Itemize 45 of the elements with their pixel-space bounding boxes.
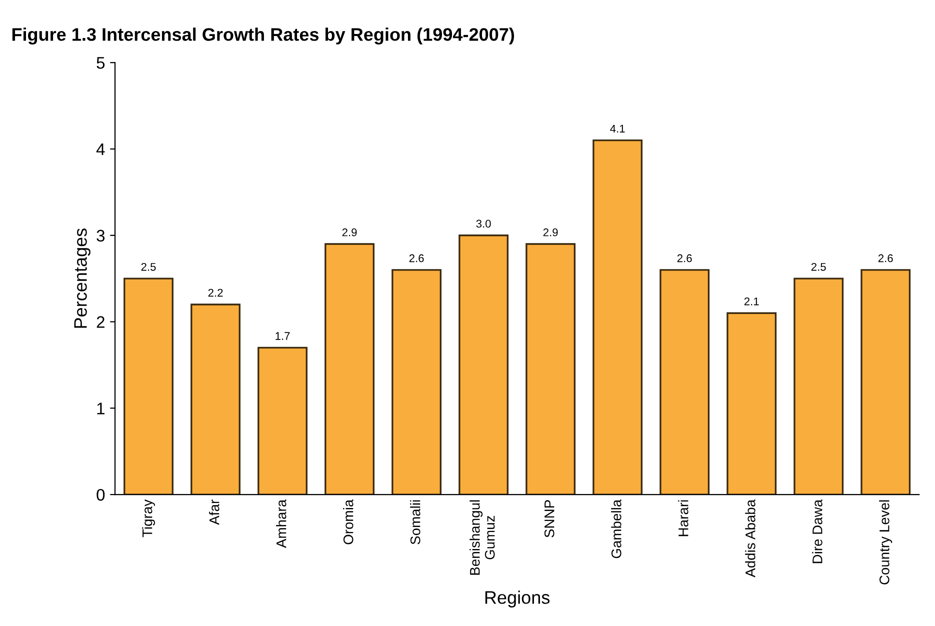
x-axis-title: Regions <box>485 590 550 608</box>
bar <box>860 269 911 495</box>
bar <box>258 346 308 495</box>
x-tick-label: Harari <box>678 500 688 536</box>
x-tick-label: Amhara <box>276 499 286 548</box>
x-tick-label: Afar <box>209 500 220 525</box>
bar <box>190 304 240 495</box>
data-label: 2.9 <box>543 228 558 236</box>
y-tick-label: 5 <box>96 57 105 69</box>
data-label: 3.0 <box>476 220 491 228</box>
bar <box>660 269 710 495</box>
y-axis-title: Percentages <box>74 228 90 328</box>
bar <box>592 140 643 495</box>
y-tick-label: 3 <box>96 230 105 242</box>
x-tick-label: SNNP <box>544 500 554 538</box>
data-label: 2.5 <box>141 262 156 271</box>
data-label: 2.5 <box>811 262 826 271</box>
x-tick-label: Tigray <box>142 499 155 538</box>
y-tick-label: 0 <box>96 488 105 501</box>
x-tick-label: Addis Ababa <box>745 499 756 578</box>
bar <box>726 312 777 495</box>
y-tick-label: 4 <box>96 144 105 156</box>
x-tick-label: Dire Dawa <box>812 499 822 564</box>
data-label: 2.1 <box>744 298 759 306</box>
data-label: 4.1 <box>610 124 625 132</box>
data-label: 2.6 <box>878 254 893 262</box>
x-tick-label: Somalii <box>410 500 420 544</box>
x-tick-label: Benishangul Gumuz <box>470 500 495 575</box>
data-label: 2.6 <box>677 254 692 262</box>
x-tick-label: Oromia <box>343 499 354 544</box>
bar <box>324 243 374 495</box>
data-label: 1.7 <box>276 332 290 340</box>
x-tick-label: Country Level <box>879 500 892 584</box>
y-tick-label: 1 <box>97 402 104 414</box>
x-tick-label: Gambella <box>611 499 622 558</box>
data-label: 2.6 <box>409 254 424 262</box>
bar <box>794 278 844 495</box>
bar <box>526 243 576 495</box>
bar <box>392 269 442 495</box>
bar <box>124 278 174 495</box>
bar <box>458 234 509 495</box>
data-label: 2.2 <box>208 288 223 297</box>
y-tick-label: 2 <box>96 316 104 328</box>
chart-title: Figure 1.3 Intercensal Growth Rates by Region (1994-2007) <box>12 28 514 45</box>
data-label: 2.9 <box>342 228 357 236</box>
